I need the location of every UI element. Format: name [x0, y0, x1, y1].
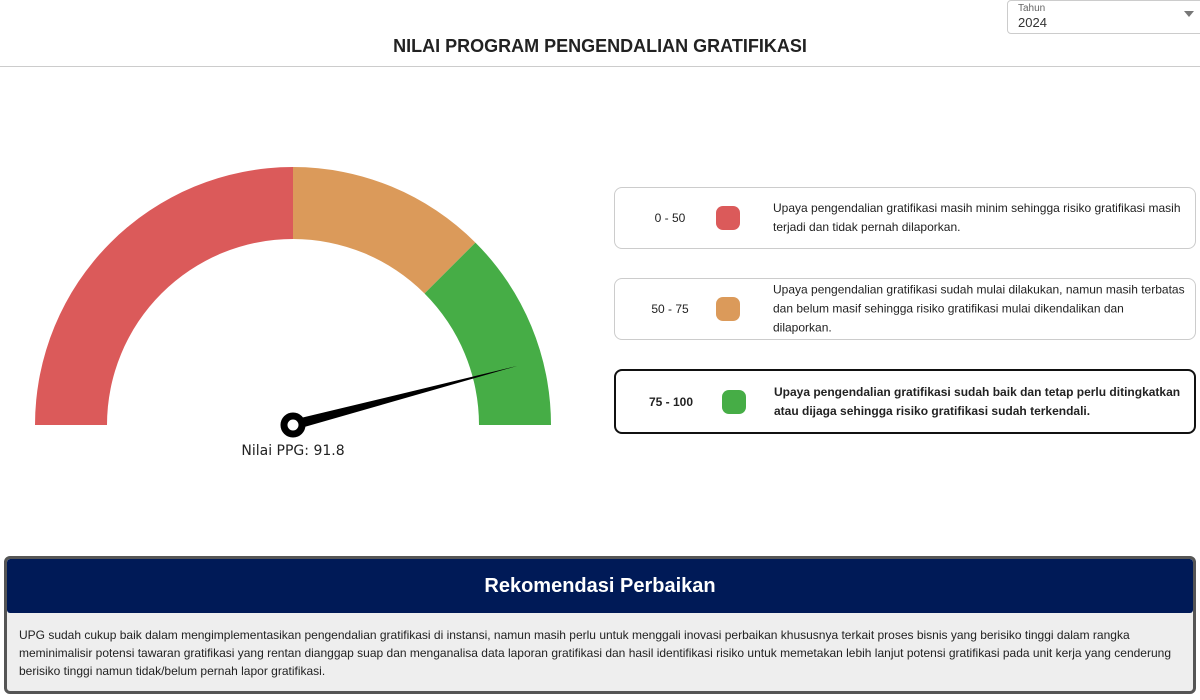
- legend-description: Upaya pengendalian gratifikasi sudah bai…: [774, 384, 1181, 418]
- gauge-band-2: [424, 242, 551, 425]
- gauge-value-label: Nilai PPG: 91.8: [241, 443, 344, 459]
- legend-range: 50 - 75: [651, 302, 689, 316]
- recommendation-text: UPG sudah cukup baik dalam mengimplement…: [19, 628, 1171, 678]
- gauge-chart: Nilai PPG: 91.8: [35, 167, 551, 459]
- gauge-needle: [291, 365, 518, 430]
- year-select-value: 2024: [1018, 15, 1047, 30]
- legend-swatch-red: [716, 206, 740, 230]
- legend-range: 0 - 50: [654, 211, 686, 225]
- legend-range: 75 - 100: [648, 394, 694, 409]
- legend-description: Upaya pengendalian gratifikasi masih min…: [773, 201, 1181, 234]
- recommendation-title: Rekomendasi Perbaikan: [7, 559, 1193, 613]
- gauge-band-1: [293, 167, 476, 294]
- year-select[interactable]: Tahun 2024: [1007, 0, 1200, 34]
- year-select-label: Tahun: [1018, 3, 1046, 14]
- gauge-band-0: [35, 167, 293, 425]
- chevron-down-icon: [1184, 11, 1194, 17]
- legend-card-high: 75 - 100 Upaya pengendalian gratifikasi …: [614, 369, 1196, 434]
- gauge-needle-hub: [280, 412, 306, 438]
- legend-description: Upaya pengendalian gratifikasi sudah mul…: [773, 282, 1185, 335]
- legend-swatch-green: [722, 389, 746, 414]
- legend-swatch-orange: [716, 297, 740, 321]
- legend-card-medium: 50 - 75 Upaya pengendalian gratifikasi s…: [614, 278, 1196, 340]
- page-title: NILAI PROGRAM PENGENDALIAN GRATIFIKASI: [393, 36, 807, 56]
- legend-card-low: 0 - 50 Upaya pengendalian gratifikasi ma…: [614, 187, 1196, 249]
- recommendation-panel: Rekomendasi Perbaikan UPG sudah cukup ba…: [4, 556, 1196, 694]
- divider: [0, 66, 1200, 67]
